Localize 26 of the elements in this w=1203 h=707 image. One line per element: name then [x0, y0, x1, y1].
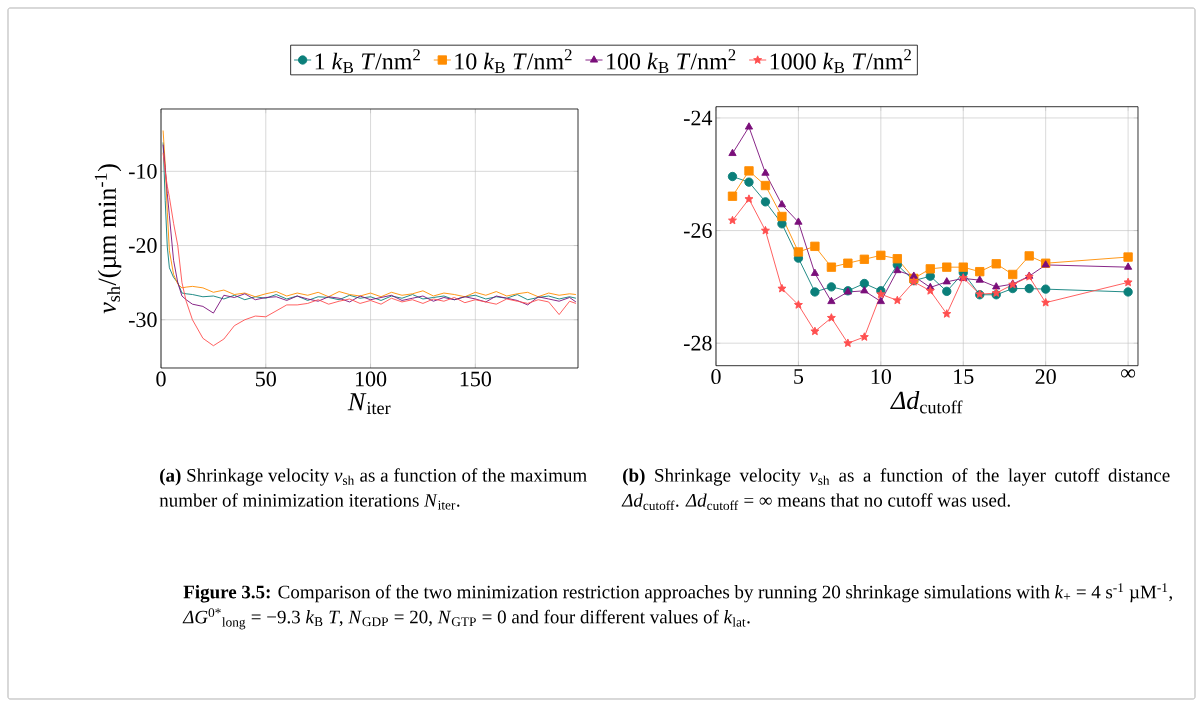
y-axis-title: v$_{sh}$/(µm min$^{-1}$)	[94, 164, 122, 314]
legend-label: 10 k$_{B}$ T/nm$^{2}$	[455, 49, 572, 74]
x-tick-label: 150	[460, 371, 491, 387]
text: (a) Shrinkage velocity v$_{sh}$ as a function of the maximum number of minimization iterations N$_{iter}$.	[159, 468, 587, 510]
legend-label: 1 k$_{B}$ T/nm$^{2}$	[315, 49, 420, 74]
x-axis-title: Δd$_{cutoff}$	[890, 390, 963, 414]
y-tick-label: -24	[683, 110, 713, 126]
y-tick-label: -26	[683, 223, 712, 238]
x-tick-label: 20	[1035, 369, 1056, 385]
x-tick-label: 5	[794, 369, 804, 384]
y-tick-label: -28	[683, 335, 712, 351]
x-tick-label: 50	[256, 371, 276, 387]
x-tick-label: 15	[954, 369, 974, 384]
y-tick-label: -10	[128, 163, 157, 179]
x-tick-label: 100	[355, 371, 387, 387]
x-tick-label: 10	[871, 369, 891, 385]
x-tick-label: 0	[711, 369, 721, 385]
x-tick-label: ∞	[1121, 369, 1136, 378]
y-tick-label: -20	[128, 238, 157, 253]
text: Figure 3.5: Comparison of the two minimization restriction approaches by running 20 shrinkage simulations with k$_{+}$ = 4 s$^{-1}$ µM$^{-1}$, ΔG$^{0*}$$_{long}$ = −9.3 k$_{B}$ T, N$_{GDP}$ = 20, N$_{GTP}$ = 0 and four different values of k$_{lat}$.	[182, 583, 1172, 630]
text: (b) Shrinkage velocity v$_{sh}$ as a function of the layer cutoff distance Δd$_{cutoff}$. Δd$_{cutoff}$ = ∞ means that no cutoff was used.	[621, 468, 1170, 511]
legend-label: 100 k$_{B}$ T/nm$^{2}$	[607, 49, 736, 74]
y-tick-label: -30	[128, 312, 157, 328]
legend-label: 1000 k$_{B}$ T/nm$^{2}$	[770, 49, 911, 74]
x-tick-label: 0	[156, 371, 166, 387]
x-axis-title: N$_{iter}$	[347, 393, 391, 415]
